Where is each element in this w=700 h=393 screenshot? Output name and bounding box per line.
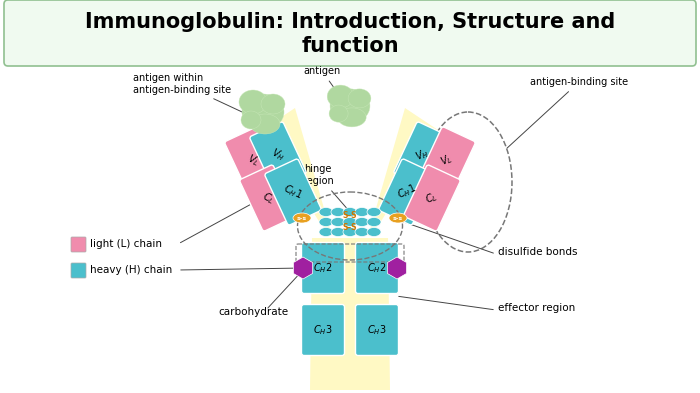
Ellipse shape xyxy=(367,217,381,226)
Text: S–S: S–S xyxy=(343,211,357,220)
FancyBboxPatch shape xyxy=(71,237,86,252)
Polygon shape xyxy=(262,108,332,236)
Ellipse shape xyxy=(355,208,369,217)
Ellipse shape xyxy=(389,213,407,223)
Text: effector region: effector region xyxy=(498,303,575,313)
Ellipse shape xyxy=(329,105,348,122)
Text: antigen-binding site: antigen-binding site xyxy=(507,77,628,148)
Text: antigen within
antigen-binding site: antigen within antigen-binding site xyxy=(133,73,253,117)
Text: S–S: S–S xyxy=(343,224,357,233)
Text: function: function xyxy=(301,36,399,56)
FancyBboxPatch shape xyxy=(356,305,398,356)
Text: $C_H$3: $C_H$3 xyxy=(313,323,332,337)
Ellipse shape xyxy=(343,217,357,226)
FancyBboxPatch shape xyxy=(302,242,344,294)
Ellipse shape xyxy=(261,94,285,114)
Text: $C_H$1: $C_H$1 xyxy=(395,182,419,202)
Ellipse shape xyxy=(330,89,370,123)
FancyBboxPatch shape xyxy=(394,122,450,188)
Ellipse shape xyxy=(327,85,354,108)
Ellipse shape xyxy=(367,228,381,237)
Text: carbohydrate: carbohydrate xyxy=(218,307,288,317)
Ellipse shape xyxy=(367,208,381,217)
FancyBboxPatch shape xyxy=(4,0,696,66)
Ellipse shape xyxy=(343,208,357,217)
Text: $C_H$3: $C_H$3 xyxy=(368,323,387,337)
FancyBboxPatch shape xyxy=(225,127,281,193)
Ellipse shape xyxy=(242,94,284,130)
FancyBboxPatch shape xyxy=(404,165,460,231)
Text: $V_H$: $V_H$ xyxy=(269,146,287,164)
Text: Immunoglobulin: Introduction, Structure and: Immunoglobulin: Introduction, Structure … xyxy=(85,12,615,32)
Ellipse shape xyxy=(319,208,333,217)
Text: s-s: s-s xyxy=(393,215,403,220)
Text: $C_H$1: $C_H$1 xyxy=(281,182,304,202)
Text: heavy (H) chain: heavy (H) chain xyxy=(90,265,172,275)
Text: light (L) chain: light (L) chain xyxy=(90,239,162,249)
Ellipse shape xyxy=(241,111,261,129)
FancyBboxPatch shape xyxy=(265,159,321,225)
FancyBboxPatch shape xyxy=(71,263,86,278)
Text: $V_H$: $V_H$ xyxy=(413,146,431,164)
Text: $C_H$2: $C_H$2 xyxy=(368,261,386,275)
FancyBboxPatch shape xyxy=(250,122,306,188)
Ellipse shape xyxy=(319,228,333,237)
Text: hinge
region: hinge region xyxy=(302,164,348,210)
Ellipse shape xyxy=(337,108,366,127)
Ellipse shape xyxy=(250,114,280,134)
Polygon shape xyxy=(310,238,390,390)
Text: s-s: s-s xyxy=(297,215,307,220)
Text: $C_L$: $C_L$ xyxy=(424,189,440,207)
Ellipse shape xyxy=(239,90,267,114)
FancyBboxPatch shape xyxy=(379,159,435,225)
Ellipse shape xyxy=(348,89,371,108)
Polygon shape xyxy=(368,108,438,236)
Ellipse shape xyxy=(331,208,345,217)
Ellipse shape xyxy=(355,217,369,226)
Text: $V_L$: $V_L$ xyxy=(439,151,456,169)
Ellipse shape xyxy=(331,228,345,237)
Text: antigen: antigen xyxy=(303,66,349,108)
Text: $C_L$: $C_L$ xyxy=(260,189,276,207)
Ellipse shape xyxy=(331,217,345,226)
Ellipse shape xyxy=(319,217,333,226)
FancyBboxPatch shape xyxy=(240,165,296,231)
Text: $C_H$2: $C_H$2 xyxy=(314,261,332,275)
FancyBboxPatch shape xyxy=(356,242,398,294)
Ellipse shape xyxy=(293,213,311,223)
FancyBboxPatch shape xyxy=(419,127,475,193)
Text: $V_L$: $V_L$ xyxy=(244,151,261,169)
Text: disulfide bonds: disulfide bonds xyxy=(498,247,578,257)
Ellipse shape xyxy=(355,228,369,237)
FancyBboxPatch shape xyxy=(302,305,344,356)
Ellipse shape xyxy=(343,228,357,237)
